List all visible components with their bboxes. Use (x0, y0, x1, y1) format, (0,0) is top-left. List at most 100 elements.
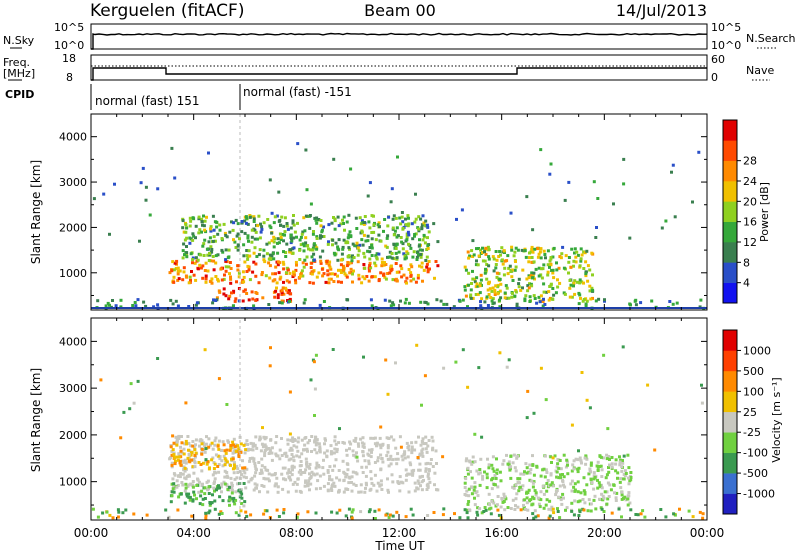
power-echo-cell (628, 302, 632, 306)
power-echo-cell (527, 274, 531, 278)
power-echo-cell (481, 259, 485, 263)
velocity-echo-cell (701, 516, 705, 520)
velocity-echo-cell (614, 499, 618, 502)
power-echo-cell (471, 255, 475, 258)
power-echo-cell (319, 224, 323, 228)
velocity-echo-cell (232, 471, 236, 475)
velocity-echo-cell (426, 461, 430, 465)
power-echo-cell (567, 180, 571, 184)
power-echo-cell (363, 221, 366, 224)
velocity-echo-cell (359, 510, 363, 514)
velocity-echo-cell (226, 475, 230, 479)
velocity-echo-cell (204, 511, 208, 515)
velocity-echo-cell (627, 491, 631, 495)
velocity-echo-cell (344, 475, 348, 479)
velocity-echo-cell (435, 488, 438, 492)
power-echo-cell (372, 230, 376, 234)
power-echo-cell (202, 242, 206, 246)
velocity-echo-cell (274, 441, 278, 445)
cpid-segment-1: normal (fast) 151 (95, 94, 199, 108)
power-echo-cell (356, 246, 360, 250)
power-echo-cell (530, 284, 534, 288)
power-echo-cell (487, 248, 491, 252)
velocity-echo-cell (217, 463, 221, 466)
power-echo-cell (356, 260, 360, 264)
power-echo-cell (401, 227, 405, 231)
velocity-echo-cell (214, 453, 218, 457)
velocity-echo-cell (216, 454, 220, 458)
velocity-echo-cell (170, 463, 174, 467)
velocity-echo-cell (410, 451, 414, 455)
velocity-echo-cell (305, 447, 309, 451)
velocity-echo-cell (379, 479, 383, 483)
velocity-echo-cell (512, 453, 516, 457)
velocity-echo-cell (337, 488, 341, 492)
power-echo-cell (286, 227, 290, 231)
power-echo-cell (265, 252, 269, 256)
velocity-echo-cell (187, 459, 191, 463)
power-echo-cell (511, 291, 514, 295)
power-colorbar-swatch (723, 181, 737, 202)
power-echo-cell (226, 256, 230, 260)
power-echo-cell (551, 255, 555, 259)
power-echo-cell (244, 221, 248, 225)
power-echo-cell (356, 253, 360, 257)
power-echo-cell (494, 266, 498, 270)
power-echo-cell (670, 170, 673, 174)
power-echo-cell (301, 261, 305, 265)
velocity-echo-cell (349, 442, 353, 446)
power-echo-cell (464, 268, 468, 272)
velocity-echo-cell (502, 500, 506, 503)
power-echo-cell (419, 253, 423, 256)
velocity-echo-cell (323, 442, 326, 446)
power-echo-cell (206, 253, 210, 257)
power-echo-cell (534, 267, 538, 271)
power-echo-cell (108, 232, 111, 236)
power-echo-cell (351, 242, 355, 246)
velocity-echo-cell (592, 474, 596, 478)
velocity-echo-cell (593, 494, 597, 498)
power-echo-cell (308, 281, 312, 285)
velocity-echo-cell (323, 437, 327, 441)
power-echo-cell (467, 271, 471, 275)
power-echo-cell (519, 288, 523, 292)
velocity-echo-cell (170, 461, 174, 465)
power-echo-cell (207, 240, 211, 244)
power-echo-cell (500, 246, 504, 250)
velocity-echo-cell (389, 462, 393, 466)
velocity-echo-cell (304, 468, 308, 472)
velocity-echo-cell (184, 401, 188, 405)
velocity-echo-cell (207, 437, 211, 441)
power-echo-cell (525, 277, 529, 281)
velocity-echo-cell (596, 478, 599, 482)
power-echo-cell (234, 246, 238, 249)
power-echo-cell (492, 301, 496, 305)
power-echo-cell (279, 238, 283, 241)
velocity-echo-cell (623, 474, 627, 478)
velocity-echo-cell (519, 508, 523, 512)
power-echo-cell (370, 254, 374, 257)
velocity-echo-cell (626, 503, 630, 507)
power-echo-cell (510, 275, 514, 279)
power-colorbar-tick-label: 20 (743, 195, 757, 208)
velocity-echo-cell (417, 435, 420, 439)
velocity-echo-cell (511, 485, 515, 489)
power-echo-cell (384, 244, 388, 248)
velocity-echo-cell (562, 483, 565, 487)
velocity-y-tick-label: 1000 (59, 476, 87, 489)
velocity-echo-cell (391, 514, 395, 518)
power-echo-cell (210, 248, 214, 251)
power-echo-cell (302, 216, 306, 220)
power-echo-cell (194, 303, 198, 307)
velocity-echo-cell (395, 510, 399, 514)
velocity-echo-cell (179, 449, 183, 453)
power-echo-cell (477, 254, 481, 258)
power-echo-cell (282, 292, 286, 296)
power-echo-cell (188, 275, 192, 279)
velocity-echo-cell (479, 457, 483, 461)
velocity-echo-cell (315, 451, 319, 455)
power-echo-cell (498, 250, 502, 253)
power-echo-cell (394, 251, 398, 255)
velocity-echo-cell (519, 472, 523, 476)
power-echo-cell (337, 224, 341, 228)
